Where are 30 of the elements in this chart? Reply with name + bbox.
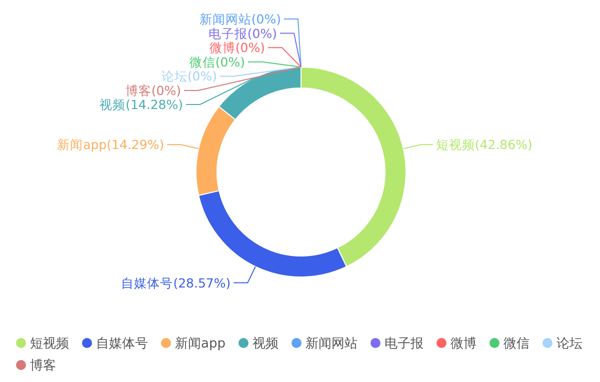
- data-label: (42.86%): [474, 137, 532, 152]
- legend-label: 新闻网站: [305, 336, 358, 352]
- legend-label: 视频: [252, 336, 278, 352]
- slice-label: 视频: [100, 97, 126, 112]
- legend-label: 电子报: [384, 336, 424, 352]
- slice-label: 自媒体号: [121, 275, 174, 290]
- legend-label: 博客: [30, 358, 56, 374]
- legend-label: 微博: [450, 336, 476, 352]
- legend-label: 新闻app: [175, 336, 226, 352]
- category-label: 博客: [125, 83, 152, 98]
- text: (0%): [215, 54, 245, 70]
- text: (0%): [235, 40, 265, 56]
- category-label: 微博: [209, 40, 236, 56]
- legend-label: 自媒体号: [96, 336, 148, 352]
- data-label: (14.28%): [126, 97, 183, 112]
- legend-label: 短视频: [30, 336, 69, 352]
- data-label: (14.29%): [106, 137, 164, 152]
- legend-label: 论坛: [556, 336, 582, 352]
- data-label: (28.57%): [173, 275, 231, 290]
- category-label: 微信: [189, 54, 216, 70]
- category-label: 新闻网站: [199, 12, 252, 26]
- legend-label: 微信: [503, 336, 530, 352]
- text: (0%): [151, 83, 181, 98]
- slice-label: 新闻app: [57, 137, 107, 152]
- category-label: 论坛: [161, 68, 188, 84]
- text: (0%): [247, 26, 277, 41]
- text: (0%): [187, 68, 217, 84]
- slice-label: 短视频: [436, 137, 475, 152]
- category-label: 电子报: [208, 26, 248, 41]
- text: (0%): [251, 12, 281, 26]
